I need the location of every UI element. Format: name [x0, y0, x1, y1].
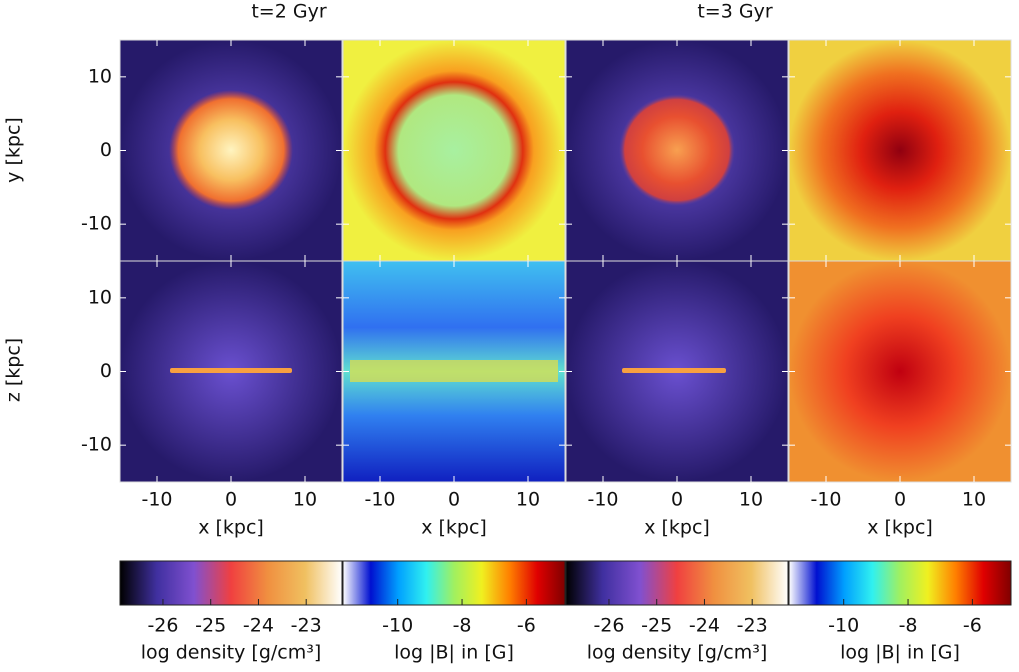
colorbar — [565, 560, 789, 606]
colorbar-tick-label: -24 — [689, 615, 720, 637]
y-tick-label: 10 — [88, 65, 112, 87]
y-tick-label: 0 — [100, 360, 112, 382]
column-title: t=2 Gyr — [251, 1, 326, 23]
colorbar-tick-label: -8 — [453, 615, 472, 637]
y-tick-label: -10 — [81, 213, 112, 235]
colorbar — [342, 560, 566, 606]
colorbar-tick-label: -10 — [382, 615, 413, 637]
galaxy-disk — [169, 90, 293, 210]
y-tick-label: 10 — [88, 286, 112, 308]
x-tick-label: -10 — [141, 489, 172, 511]
colorbar-tick-label: -25 — [641, 615, 672, 637]
colorbar-tick-label: -26 — [147, 615, 178, 637]
x-tick-label: 10 — [516, 489, 540, 511]
x-axis-label: x [kpc] — [421, 517, 487, 539]
colorbar-label: log density [g/cm³] — [587, 642, 768, 664]
panels — [120, 40, 1011, 482]
colorbar-tick-label: -6 — [963, 615, 982, 637]
y-axis-label: z [kpc] — [3, 338, 25, 402]
panel-image — [789, 40, 1011, 261]
x-axis-label: x [kpc] — [867, 517, 933, 539]
colorbar — [788, 560, 1012, 606]
galaxy-edge — [622, 368, 726, 373]
x-tick-label: 0 — [225, 489, 237, 511]
x-axis-label: x [kpc] — [198, 517, 264, 539]
colorbar — [119, 560, 343, 606]
panel-image — [343, 40, 565, 261]
x-tick-label: 10 — [293, 489, 317, 511]
colorbar-label: log density [g/cm³] — [141, 642, 322, 664]
colorbar-tick-label: -6 — [517, 615, 536, 637]
galaxy-edge — [170, 368, 292, 373]
colorbar-tick-label: -26 — [593, 615, 624, 637]
x-tick-label: 10 — [739, 489, 763, 511]
colorbar-label: log |B| in [G] — [840, 642, 960, 664]
x-tick-label: 0 — [671, 489, 683, 511]
colorbar-label: log |B| in [G] — [394, 642, 514, 664]
column-title: t=3 Gyr — [697, 1, 772, 23]
colorbar-tick-label: -10 — [828, 615, 859, 637]
x-tick-label: -10 — [810, 489, 841, 511]
y-axis-label: y [kpc] — [3, 117, 25, 183]
x-tick-label: -10 — [364, 489, 395, 511]
galaxy-disk — [619, 94, 735, 206]
colorbar-tick-label: -23 — [291, 615, 322, 637]
x-tick-label: 0 — [894, 489, 906, 511]
galaxy-edge — [350, 360, 558, 382]
x-axis-label: x [kpc] — [644, 517, 710, 539]
y-tick-label: 0 — [100, 139, 112, 161]
colorbar-tick-label: -8 — [899, 615, 918, 637]
y-tick-label: -10 — [81, 434, 112, 456]
colorbar-tick-label: -24 — [243, 615, 274, 637]
colorbar-tick-label: -23 — [737, 615, 768, 637]
panel-image — [789, 261, 1011, 482]
x-tick-label: 0 — [448, 489, 460, 511]
colorbar-tick-label: -25 — [195, 615, 226, 637]
x-tick-label: -10 — [587, 489, 618, 511]
x-tick-label: 10 — [962, 489, 986, 511]
